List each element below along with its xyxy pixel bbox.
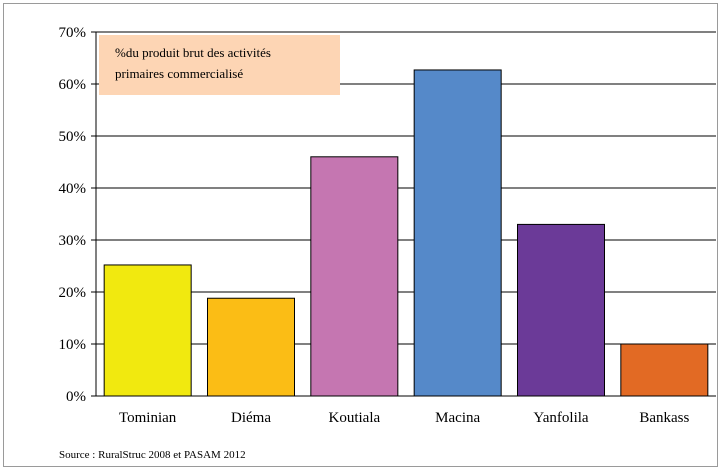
bar-tominian — [103, 264, 192, 397]
bar-macina — [413, 69, 502, 397]
annotation-line-1: %du produit brut des activités — [115, 45, 271, 60]
x-category-labels: Tominian Diéma Koutiala Macina Yanfolila Bank… — [119, 410, 689, 426]
y-tick-label: 0% — [66, 389, 86, 405]
bars — [103, 69, 709, 397]
x-category-label: Bankass — [639, 410, 689, 426]
bar-yanfolila — [517, 223, 605, 397]
y-tick-label: 40% — [59, 181, 87, 197]
x-category-label: Koutiala — [329, 410, 381, 426]
y-tick-labels: 0% 10% 20% 30% 40% 50% 60% 70% — [59, 25, 87, 405]
annotation-line-2: primaires commercialisé — [115, 66, 243, 81]
y-tick-label: 10% — [59, 337, 87, 353]
x-category-label: Diéma — [231, 410, 271, 426]
x-category-label: Tominian — [119, 410, 177, 426]
y-tick-label: 60% — [59, 77, 87, 93]
x-category-label: Macina — [435, 410, 480, 426]
bar-koutiala — [310, 156, 399, 397]
source-note: Source : RuralStruc 2008 et PASAM 2012 — [59, 449, 246, 461]
annotation-box — [99, 35, 340, 95]
bar-bankass — [620, 343, 709, 397]
x-category-label: Yanfolila — [533, 410, 588, 426]
y-tick-label: 30% — [59, 233, 87, 249]
y-tick-label: 50% — [59, 129, 87, 145]
y-tick-label: 70% — [59, 25, 87, 41]
y-tick-label: 20% — [59, 285, 87, 301]
bar-diéma — [207, 297, 295, 397]
